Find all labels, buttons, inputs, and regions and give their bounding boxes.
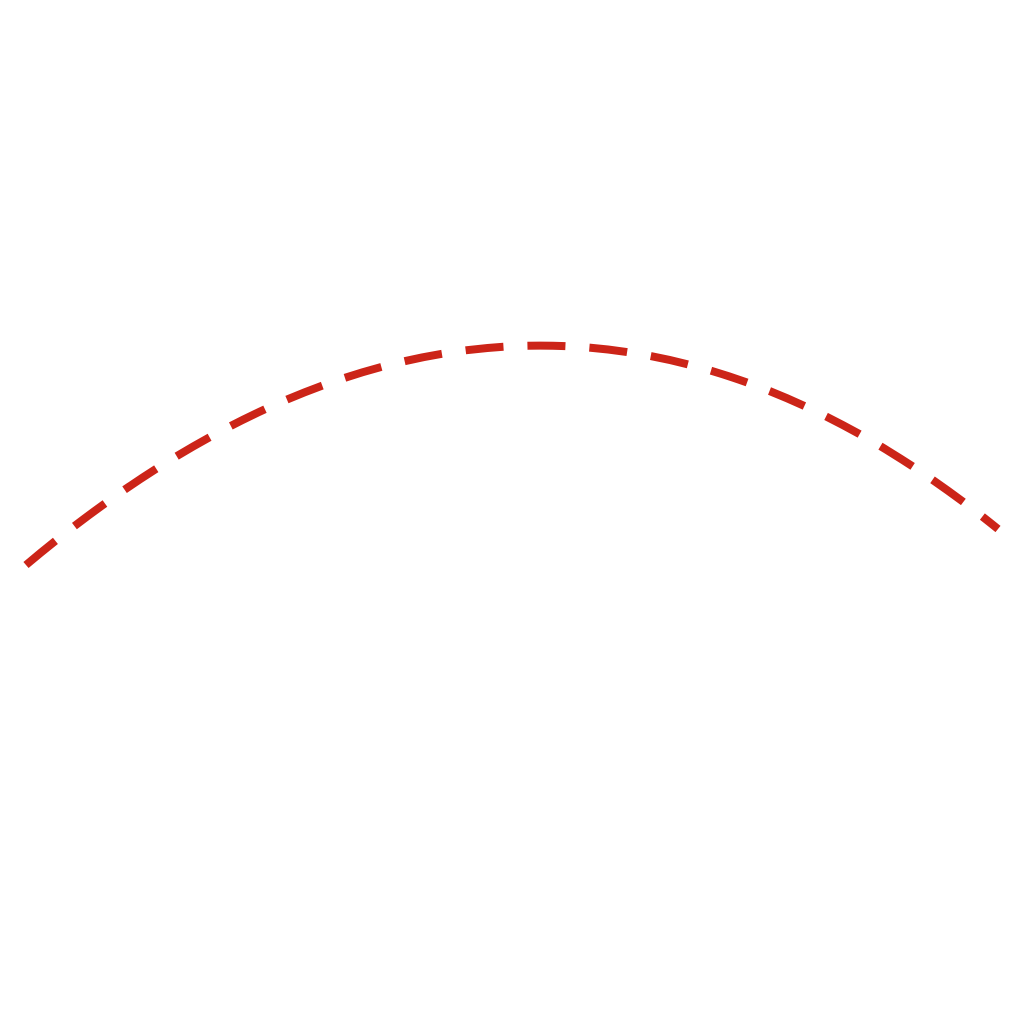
dashed-arc: [23, 341, 1001, 569]
